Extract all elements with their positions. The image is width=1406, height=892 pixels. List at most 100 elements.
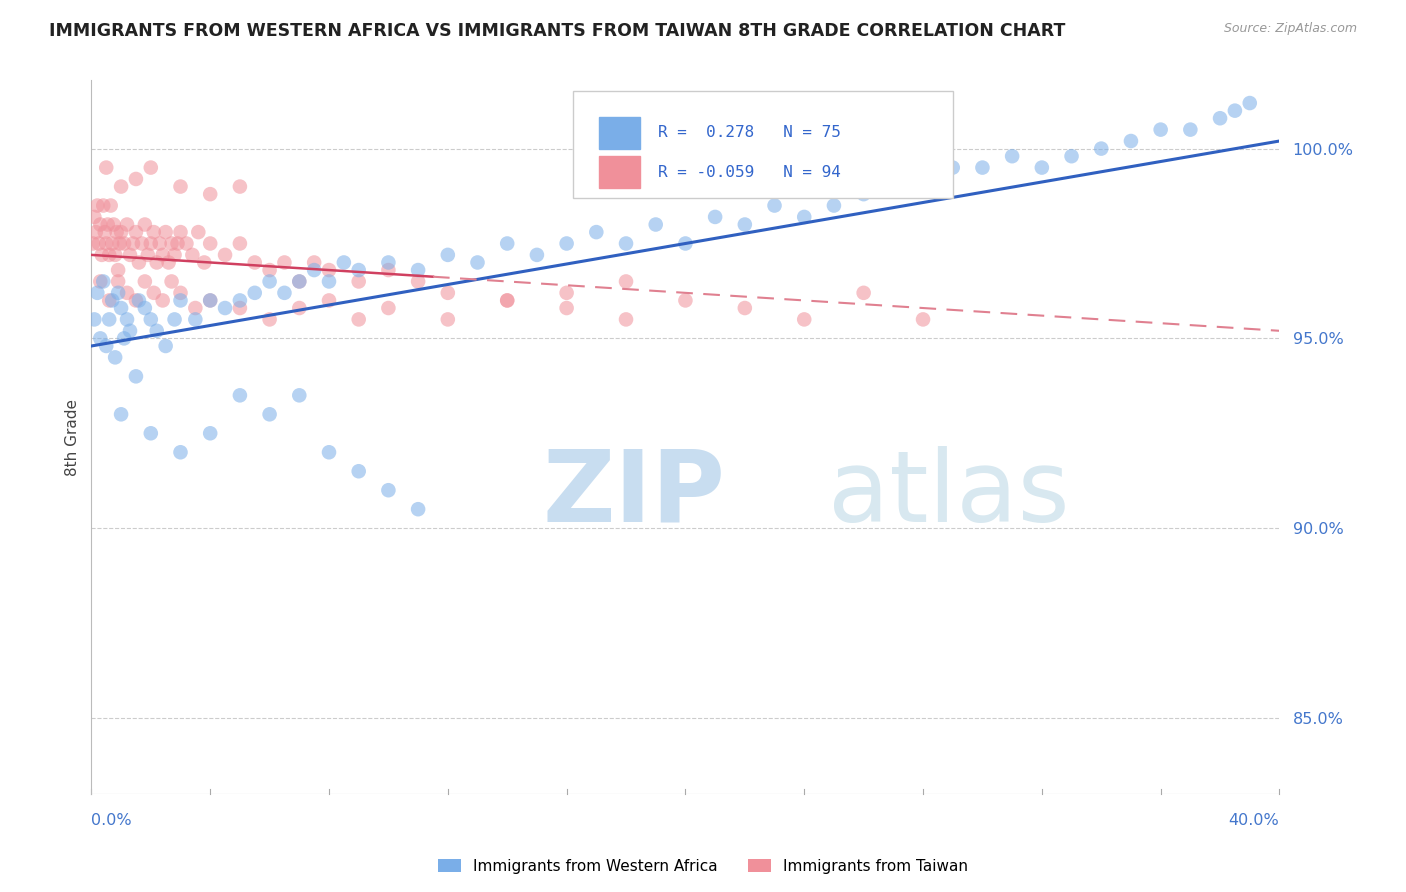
Point bbox=[200, 426, 222, 441]
Point bbox=[436, 312, 458, 326]
Point bbox=[526, 248, 548, 262]
Point bbox=[83, 312, 105, 326]
Point bbox=[134, 218, 156, 232]
Point bbox=[184, 312, 207, 326]
Point bbox=[347, 312, 370, 326]
Point bbox=[302, 263, 325, 277]
Point bbox=[406, 263, 429, 277]
Point bbox=[406, 502, 429, 516]
Point bbox=[823, 198, 845, 212]
Point bbox=[644, 218, 666, 232]
Point bbox=[110, 179, 132, 194]
Point bbox=[763, 198, 786, 212]
Point bbox=[704, 210, 727, 224]
Point bbox=[882, 179, 904, 194]
Point bbox=[169, 445, 191, 459]
Point bbox=[214, 248, 236, 262]
Point bbox=[318, 275, 340, 289]
Text: IMMIGRANTS FROM WESTERN AFRICA VS IMMIGRANTS FROM TAIWAN 8TH GRADE CORRELATION C: IMMIGRANTS FROM WESTERN AFRICA VS IMMIGR… bbox=[49, 22, 1066, 40]
Point bbox=[1119, 134, 1142, 148]
Point bbox=[118, 248, 141, 262]
Point bbox=[112, 236, 135, 251]
Point bbox=[98, 312, 121, 326]
Point bbox=[155, 225, 177, 239]
Point bbox=[200, 236, 222, 251]
Point bbox=[214, 301, 236, 315]
Point bbox=[288, 275, 311, 289]
Point bbox=[100, 198, 122, 212]
Text: Source: ZipAtlas.com: Source: ZipAtlas.com bbox=[1223, 22, 1357, 36]
Point bbox=[673, 236, 696, 251]
Point bbox=[229, 301, 252, 315]
Point bbox=[176, 236, 198, 251]
Point bbox=[496, 236, 519, 251]
Point bbox=[115, 312, 138, 326]
Point bbox=[1001, 149, 1024, 163]
Point bbox=[555, 236, 578, 251]
Point bbox=[107, 275, 129, 289]
Point bbox=[103, 218, 125, 232]
Point bbox=[243, 285, 266, 300]
Point bbox=[112, 331, 135, 345]
Point bbox=[139, 236, 162, 251]
Point bbox=[139, 312, 162, 326]
Point bbox=[347, 263, 370, 277]
Text: R =  0.278   N = 75: R = 0.278 N = 75 bbox=[658, 126, 841, 140]
Point bbox=[96, 236, 118, 251]
Point bbox=[259, 263, 281, 277]
Point bbox=[942, 161, 965, 175]
Point bbox=[259, 312, 281, 326]
Point bbox=[86, 285, 108, 300]
Point bbox=[1060, 149, 1083, 163]
Point bbox=[377, 263, 399, 277]
Point bbox=[157, 255, 180, 269]
Text: atlas: atlas bbox=[828, 446, 1070, 542]
Point bbox=[84, 225, 107, 239]
Point bbox=[614, 275, 637, 289]
Point bbox=[614, 312, 637, 326]
Point bbox=[125, 369, 148, 384]
Point bbox=[614, 236, 637, 251]
Point bbox=[259, 275, 281, 289]
Point bbox=[585, 225, 607, 239]
Point bbox=[96, 161, 118, 175]
Point bbox=[406, 275, 429, 289]
Point bbox=[288, 275, 311, 289]
Point bbox=[115, 285, 138, 300]
Point bbox=[110, 225, 132, 239]
Text: ZIP: ZIP bbox=[543, 446, 725, 542]
Point bbox=[125, 293, 148, 308]
Point bbox=[118, 324, 141, 338]
Point bbox=[673, 293, 696, 308]
Point bbox=[90, 248, 112, 262]
Point bbox=[1209, 112, 1232, 126]
Point bbox=[288, 388, 311, 402]
Point bbox=[229, 388, 252, 402]
Point bbox=[377, 301, 399, 315]
Point bbox=[97, 218, 120, 232]
Point bbox=[911, 312, 934, 326]
Point bbox=[377, 255, 399, 269]
Point bbox=[347, 464, 370, 478]
Point bbox=[318, 263, 340, 277]
Point bbox=[96, 339, 118, 353]
Point bbox=[83, 210, 105, 224]
Point bbox=[107, 263, 129, 277]
Bar bbox=[599, 156, 640, 188]
Point bbox=[169, 285, 191, 300]
Point bbox=[1180, 122, 1202, 136]
Point bbox=[273, 285, 295, 300]
Point bbox=[145, 324, 167, 338]
Point bbox=[347, 275, 370, 289]
Point bbox=[467, 255, 489, 269]
Point bbox=[107, 285, 129, 300]
Point bbox=[163, 248, 186, 262]
Point bbox=[152, 293, 174, 308]
Point bbox=[734, 301, 756, 315]
Point bbox=[181, 248, 204, 262]
Point bbox=[139, 426, 162, 441]
Point bbox=[163, 312, 186, 326]
Point bbox=[104, 351, 127, 365]
Point bbox=[125, 225, 148, 239]
Point bbox=[166, 236, 188, 251]
